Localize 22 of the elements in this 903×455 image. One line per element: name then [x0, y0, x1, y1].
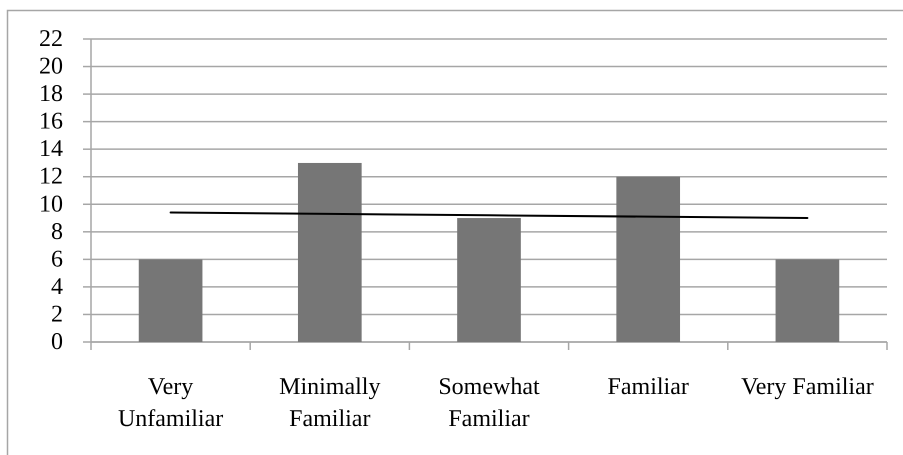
bar [457, 218, 521, 342]
bar [776, 259, 840, 342]
y-tick-label: 12 [39, 164, 63, 190]
y-tick-label: 18 [39, 81, 63, 108]
y-tick-label: 16 [39, 108, 63, 135]
y-tick-label: 8 [51, 218, 63, 245]
y-tick-label: 2 [51, 301, 63, 328]
y-tick-label: 4 [51, 274, 63, 300]
x-tick-label: Somewhat Familiar [438, 374, 540, 432]
bar [298, 162, 362, 342]
x-tick-label: Familiar [608, 374, 689, 400]
y-tick-label: 6 [51, 246, 63, 272]
y-tick-label: 0 [51, 329, 63, 355]
x-tick-label: Very Unfamiliar [118, 374, 224, 432]
bar [138, 259, 202, 342]
x-tick-label: Very Familiar [741, 374, 874, 400]
y-tick-label: 14 [39, 136, 63, 162]
x-tick-label: Minimally Familiar [279, 374, 380, 432]
bar [616, 176, 680, 342]
y-tick-label: 22 [39, 26, 63, 52]
y-tick-label: 10 [39, 191, 63, 218]
y-tick-label: 20 [39, 54, 63, 80]
